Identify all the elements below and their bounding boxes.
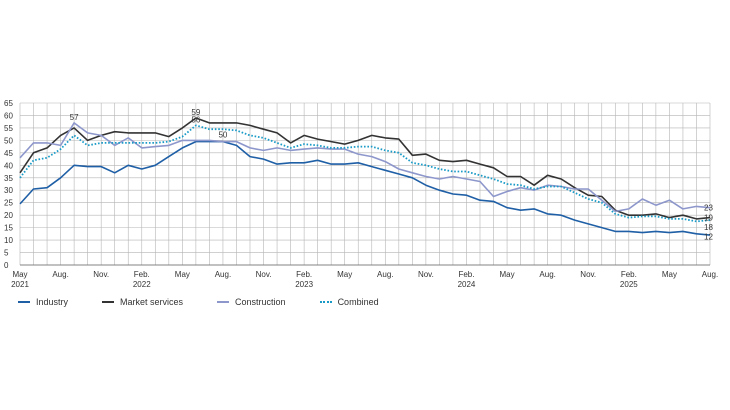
- y-tick-label: 20: [4, 211, 13, 220]
- annotation-label: 59: [191, 108, 200, 117]
- legend-item-construction: Construction: [217, 297, 286, 307]
- x-tick-label: Nov.: [256, 270, 272, 279]
- x-tick-label: Feb.: [134, 270, 150, 279]
- y-tick-label: 55: [4, 124, 13, 133]
- y-tick-label: 35: [4, 174, 13, 183]
- y-tick-label: 65: [4, 99, 13, 108]
- y-tick-label: 30: [4, 186, 13, 195]
- y-tick-label: 10: [4, 236, 13, 245]
- x-tick-label: Aug.: [539, 270, 555, 279]
- x-tick-label: Aug.: [702, 270, 718, 279]
- grid: [19, 102, 711, 266]
- legend-item-combined: Combined: [319, 297, 379, 307]
- y-axis: 0 5 10 15 20 25 30 35 40 45 50 55 60 65: [4, 99, 13, 270]
- end-value-label: 18: [704, 223, 713, 232]
- x-tick-label: May: [12, 270, 27, 279]
- series-line-market-services: [19, 117, 711, 220]
- legend-swatch: [102, 301, 115, 303]
- series-line-combined: [19, 124, 711, 223]
- legend-item-industry: Industry: [18, 297, 68, 307]
- y-tick-label: 45: [4, 149, 13, 158]
- series-line-construction: [19, 122, 711, 213]
- y-tick-label: 40: [4, 161, 13, 170]
- y-tick-label: 25: [4, 199, 13, 208]
- series-line-industry: [19, 140, 711, 236]
- x-tick-label: Nov.: [580, 270, 596, 279]
- y-tick-label: 50: [4, 136, 13, 145]
- x-tick-year: 2023: [295, 280, 313, 289]
- x-tick-label: May: [499, 270, 514, 279]
- annotation-label: 50: [218, 130, 227, 139]
- x-tick-label: Feb.: [621, 270, 637, 279]
- x-tick-label: Aug.: [52, 270, 68, 279]
- legend-item-market-services: Market services: [102, 297, 183, 307]
- legend-label: Combined: [337, 297, 379, 307]
- y-tick-label: 5: [4, 249, 9, 258]
- y-tick-label: 15: [4, 224, 13, 233]
- legend: Industry Market services Construction Combi…: [18, 297, 413, 307]
- legend-label: Industry: [36, 297, 69, 307]
- x-tick-label: May: [662, 270, 677, 279]
- y-tick-label: 0: [4, 261, 9, 270]
- annotation-label: 56: [191, 115, 200, 124]
- legend-label: Construction: [235, 297, 286, 307]
- legend-swatch: [217, 301, 230, 303]
- end-value-label: 19: [704, 214, 713, 223]
- annotation-label: 57: [70, 113, 79, 122]
- x-tick-year: 2021: [11, 280, 29, 289]
- x-tick-year: 2024: [458, 280, 476, 289]
- x-tick-year: 2025: [620, 280, 638, 289]
- x-tick-label: Nov.: [418, 270, 434, 279]
- legend-label: Market services: [120, 297, 184, 307]
- end-value-label: 12: [704, 233, 713, 242]
- end-value-label: 23: [704, 204, 713, 213]
- legend-swatch: [319, 301, 332, 303]
- series-lines: [19, 117, 711, 236]
- x-tick-label: Feb.: [296, 270, 312, 279]
- x-tick-label: Aug.: [215, 270, 231, 279]
- x-tick-label: May: [337, 270, 352, 279]
- y-tick-label: 60: [4, 111, 13, 120]
- x-tick-label: Feb.: [458, 270, 474, 279]
- x-tick-label: Nov.: [93, 270, 109, 279]
- x-tick-label: May: [175, 270, 190, 279]
- legend-swatch: [18, 301, 30, 303]
- x-tick-label: Aug.: [377, 270, 393, 279]
- x-tick-year: 2022: [133, 280, 151, 289]
